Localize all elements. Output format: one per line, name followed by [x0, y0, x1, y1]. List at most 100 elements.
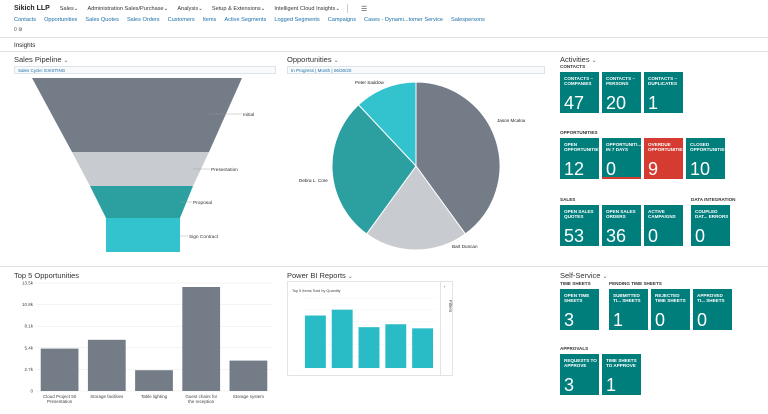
- funnel-label-presentation: Presentation: [211, 167, 238, 173]
- chevron-down-icon: ⌄: [333, 58, 339, 64]
- tile-opportunities-7-days[interactable]: OPPORTUNITI... IN 7 DAYS 0: [602, 138, 641, 179]
- contacts-heading: CONTACTS: [560, 64, 586, 69]
- powerbi-report-frame[interactable]: Top 5 Items Sold by Quantity: [287, 281, 441, 376]
- x-tick-label: Cloud Project 50: [43, 394, 77, 399]
- funnel-stage-presentation[interactable]: [72, 152, 209, 186]
- top5-bar-chart: 0 2.7k 5.4k 8.1k 10.8k 13.5k Cloud Project 50P…: [22, 281, 272, 404]
- hamburger-icon[interactable]: ☰: [361, 5, 368, 13]
- tile-closed-opportunities[interactable]: CLOSED OPPORTUNITIES 10: [686, 138, 728, 179]
- tile-open-opportunities[interactable]: OPEN OPPORTUNITIES 12: [560, 138, 602, 179]
- tile-open-time-sheets[interactable]: OPEN TIME SHEETS 3: [560, 289, 599, 330]
- divider: [0, 266, 768, 267]
- funnel-stage-initial[interactable]: [32, 78, 242, 152]
- bar[interactable]: [40, 348, 79, 391]
- bar[interactable]: [385, 324, 407, 368]
- bar[interactable]: [412, 328, 434, 368]
- data-integration-heading: DATA INTEGRATION: [691, 197, 736, 202]
- nav-bar: Contacts Opportunities Sales Quotes Sale…: [14, 17, 493, 23]
- divider: [347, 4, 349, 13]
- chevron-down-icon: ⌄: [198, 5, 203, 12]
- nav-items[interactable]: Items: [202, 17, 217, 23]
- tile-rejected-time-sheets[interactable]: REJECTED TIME SHEETS 0: [651, 289, 690, 330]
- nav-campaigns[interactable]: Campaigns: [327, 17, 357, 23]
- nav-salespersons[interactable]: Salespersons: [451, 17, 485, 23]
- menu-sales[interactable]: Sales ⌄: [59, 5, 79, 12]
- tile-approved-time-sheets[interactable]: APPROVED TI... SHEETS 0: [693, 289, 732, 330]
- bar[interactable]: [135, 370, 173, 391]
- tile-open-sales-orders[interactable]: OPEN SALES ORDERS 36: [602, 205, 641, 246]
- tile-coupled-data-errors[interactable]: COUPLED DAT... ERRORS 0: [691, 205, 730, 246]
- menu-setup[interactable]: Setup & Extensions ⌄: [211, 5, 266, 12]
- pie-label: Peter Saddow: [355, 80, 385, 85]
- bar[interactable]: [87, 339, 126, 391]
- x-tick-label: the reception: [188, 399, 215, 404]
- company-name[interactable]: Sikich LLP: [14, 5, 50, 12]
- chevron-left-icon: ‹: [444, 284, 446, 289]
- tile-contacts-persons[interactable]: CONTACTS – PERSONS 20: [602, 72, 641, 113]
- nav-active-segments[interactable]: Active Segments: [224, 17, 267, 23]
- tile-contacts-duplicates[interactable]: CONTACTS – DUPLICATES 1: [644, 72, 683, 113]
- y-tick-label: 5.4k: [24, 345, 33, 350]
- funnel-stage-proposal[interactable]: [90, 186, 193, 218]
- bar[interactable]: [304, 315, 326, 369]
- nav-opportunities[interactable]: Opportunities: [44, 17, 78, 23]
- bar[interactable]: [358, 327, 380, 368]
- warning-bar: [602, 177, 641, 179]
- pie-slice-debra-l-core[interactable]: [331, 104, 417, 235]
- nav-customers[interactable]: Customers: [167, 17, 195, 23]
- x-tick-label: Storage facilities: [90, 394, 124, 399]
- approvals-heading: APPROVALS: [560, 346, 589, 351]
- divider: [0, 51, 768, 52]
- opportunities-heading: OPPORTUNITIES: [560, 130, 598, 135]
- chevron-down-icon: ⌄: [163, 5, 169, 12]
- svg-text:Filters: Filters: [448, 300, 453, 313]
- bar[interactable]: [331, 309, 353, 368]
- page-title: Insights: [14, 42, 36, 49]
- chevron-down-icon: ⌄: [591, 58, 597, 64]
- y-tick-label: 13.5k: [22, 281, 34, 286]
- filters-pane-label: ‹ Filters: [444, 284, 453, 313]
- nav-contacts[interactable]: Contacts: [14, 17, 37, 23]
- x-tick-label: Presentation: [47, 399, 73, 404]
- sales-pipeline-title[interactable]: Sales Pipeline ⌄: [14, 55, 69, 64]
- sales-funnel-chart: Initial Presentation Proposal Sign Contr…: [32, 78, 254, 252]
- chevron-down-icon: ⌄: [63, 58, 69, 64]
- opportunities-filter[interactable]: In Progress | Month | 06/30/20: [287, 66, 545, 74]
- x-tick-label: Guest chairs for: [185, 394, 217, 399]
- powerbi-title[interactable]: Power BI Reports ⌄: [287, 271, 353, 280]
- filters-pane[interactable]: ‹ Filters: [441, 281, 453, 376]
- tile-contacts-companies[interactable]: CONTACTS – COMPANIES 47: [560, 72, 599, 113]
- notification-count: 0 ⚙: [14, 27, 23, 33]
- chevron-down-icon: ⌄: [260, 5, 266, 12]
- funnel-label-initial: Initial: [243, 112, 254, 118]
- activities-title[interactable]: Activities ⌄: [560, 55, 597, 64]
- sales-heading: SALES: [560, 197, 576, 202]
- nav-cases[interactable]: Cases - Dynami...tomer Service: [364, 17, 443, 23]
- tile-active-campaigns[interactable]: ACTIVE CAMPAIGNS 0: [644, 205, 683, 246]
- pie-label: Jason Mcalou: [497, 118, 526, 123]
- time-sheets-heading: TIME SHEETS: [560, 281, 591, 286]
- menu-cloud-insights[interactable]: Intelligent Cloud Insights ⌄: [274, 4, 349, 13]
- tile-submitted-time-sheets[interactable]: SUBMITTED TI... SHEETS 1: [609, 289, 648, 330]
- nav-sales-orders[interactable]: Sales Orders: [126, 17, 160, 23]
- pie-slice-peter-saddow[interactable]: [357, 81, 417, 168]
- powerbi-bar-chart: Top 5 Items Sold by Quantity: [292, 289, 436, 369]
- funnel-stage-sign-contract[interactable]: [106, 218, 180, 252]
- nav-sales-quotes[interactable]: Sales Quotes: [85, 17, 119, 23]
- sales-pipeline-filter[interactable]: Sales Cycle: EXISTING: [14, 66, 276, 74]
- tile-requests-to-approve[interactable]: REQUESTS TO APPROVE 3: [560, 354, 599, 395]
- pie-slice-bart-duncan[interactable]: [365, 165, 467, 251]
- nav-logged-segments[interactable]: Logged Segments: [274, 17, 320, 23]
- tile-time-sheets-to-approve[interactable]: TIME SHEETS TO APPROVE 1: [602, 354, 641, 395]
- opportunities-title[interactable]: Opportunities ⌄: [287, 55, 339, 64]
- tile-open-sales-quotes[interactable]: OPEN SALES QUOTES 53: [560, 205, 599, 246]
- top5-title[interactable]: Top 5 Opportunities: [14, 271, 80, 280]
- menu-admin[interactable]: Administration Sales/Purchase ⌄: [87, 5, 169, 12]
- bar[interactable]: [182, 287, 221, 391]
- tile-overdue-opportunities[interactable]: OVERDUE OPPORTUNITIES 9: [644, 138, 686, 179]
- selfservice-title[interactable]: Self-Service ⌄: [560, 271, 608, 280]
- y-tick-label: 2.7k: [24, 367, 33, 372]
- bar[interactable]: [229, 360, 268, 391]
- pie-slice-jason-mcalou[interactable]: [415, 81, 501, 235]
- menu-analysis[interactable]: Analysis ⌄: [177, 5, 203, 12]
